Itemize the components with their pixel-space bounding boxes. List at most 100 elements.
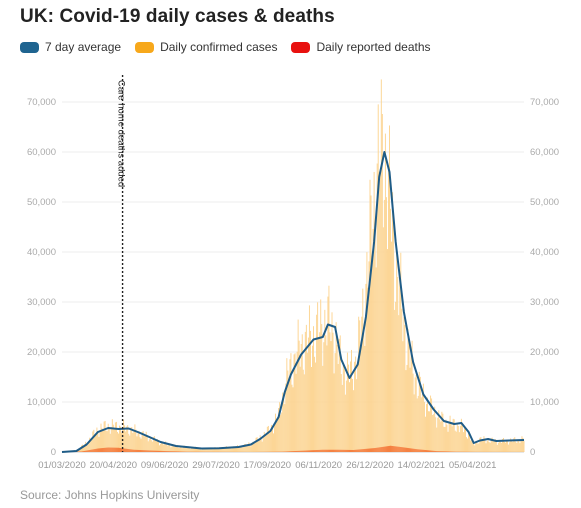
y-tick-label-right: 40,000 xyxy=(530,247,559,258)
cases-bar xyxy=(153,436,155,452)
cases-bar xyxy=(216,448,218,452)
deaths-bar xyxy=(94,449,96,452)
cases-bar xyxy=(396,248,398,452)
cases-bar xyxy=(453,419,455,452)
cases-bar xyxy=(220,448,222,452)
cases-bar xyxy=(251,443,253,452)
cases-bar xyxy=(101,428,103,452)
cases-bar xyxy=(325,335,327,452)
cases-bar xyxy=(481,440,483,452)
cases-bar xyxy=(509,442,511,452)
cases-bar xyxy=(281,412,283,452)
deaths-bar xyxy=(166,451,168,452)
deaths-bar xyxy=(142,450,144,452)
deaths-bar xyxy=(426,450,427,452)
cases-bar xyxy=(164,441,166,452)
cases-bar xyxy=(245,443,247,452)
x-tick-label: 20/04/2020 xyxy=(90,460,138,471)
cases-bar xyxy=(469,434,471,452)
cases-bar xyxy=(361,316,363,452)
cases-bar xyxy=(300,344,302,452)
deaths-bar xyxy=(108,447,110,452)
cases-bar xyxy=(186,446,188,452)
cases-bar xyxy=(205,448,207,452)
cases-bar xyxy=(207,447,209,452)
deaths-bar xyxy=(148,450,150,452)
legend-item-daily-reported-deaths[interactable]: Daily reported deaths xyxy=(291,40,431,54)
cases-bar xyxy=(402,341,404,452)
deaths-bar xyxy=(355,449,357,452)
cases-bar xyxy=(486,441,488,452)
annotation-label: Care home deaths added xyxy=(116,80,127,187)
cases-bar xyxy=(362,288,364,452)
cases-bar xyxy=(267,425,269,452)
cases-bar xyxy=(176,445,178,452)
deaths-bar xyxy=(159,450,160,452)
cases-bar xyxy=(355,356,357,452)
cases-bar xyxy=(82,444,83,452)
y-tick-label-left: 30,000 xyxy=(27,297,56,308)
cases-bar xyxy=(177,447,179,452)
cases-bar xyxy=(417,395,419,452)
chart-plot: 0 0 10,000 10,000 20,000 20,000 30,000 30,000 40… xyxy=(27,75,559,471)
deaths-bar xyxy=(384,446,386,452)
cases-bar xyxy=(95,433,97,452)
chart-title: UK: Covid-19 daily cases & deaths xyxy=(20,6,335,27)
deaths-bar xyxy=(327,449,329,452)
deaths-bar xyxy=(305,450,307,452)
deaths-bar xyxy=(315,450,317,452)
cases-bar xyxy=(272,427,273,452)
deaths-bar xyxy=(319,449,321,452)
cases-bar xyxy=(92,431,94,452)
cases-bar xyxy=(454,430,456,452)
deaths-bar xyxy=(163,450,165,452)
cases-bar xyxy=(113,428,115,452)
x-tick-label: 06/11/2020 xyxy=(295,460,342,471)
legend-item-7-day-average[interactable]: 7 day average xyxy=(20,40,121,54)
cases-bar xyxy=(394,309,396,452)
deaths-bar xyxy=(158,450,159,452)
deaths-bar xyxy=(299,450,301,452)
cases-bar xyxy=(510,438,512,452)
cases-bar xyxy=(519,443,521,452)
deaths-bar xyxy=(416,449,418,452)
cases-bar xyxy=(106,431,108,452)
cases-bar xyxy=(275,413,277,452)
legend-item-daily-confirmed-cases[interactable]: Daily confirmed cases xyxy=(135,40,277,54)
cases-bar xyxy=(80,448,81,452)
cases-bar xyxy=(309,330,311,452)
deaths-bar xyxy=(130,449,132,452)
deaths-bar xyxy=(82,451,83,452)
cases-bar xyxy=(507,441,509,452)
cases-bar xyxy=(289,359,291,452)
cases-bar xyxy=(340,374,342,452)
cases-bar xyxy=(449,415,451,452)
cases-bar xyxy=(107,423,109,452)
cases-bar xyxy=(124,425,126,452)
cases-bar xyxy=(347,364,349,452)
deaths-bar xyxy=(291,451,293,452)
cases-bar xyxy=(513,438,515,452)
cases-bar xyxy=(242,447,244,452)
y-tick-label-right: 10,000 xyxy=(530,397,559,408)
cases-bar xyxy=(315,362,317,452)
cases-bar xyxy=(208,449,210,452)
cases-bar xyxy=(209,448,211,452)
cases-bar xyxy=(404,324,406,452)
deaths-bar xyxy=(433,450,435,452)
deaths-bar xyxy=(133,449,135,452)
deaths-bar xyxy=(126,448,128,452)
deaths-bar xyxy=(127,448,129,452)
deaths-bar xyxy=(365,448,367,452)
deaths-bar xyxy=(87,450,89,452)
deaths-bar xyxy=(428,450,429,452)
deaths-bar xyxy=(101,448,103,452)
cases-bar xyxy=(522,437,524,452)
cases-bar xyxy=(512,441,514,452)
legend-label-daily-reported-deaths: Daily reported deaths xyxy=(316,40,431,54)
deaths-bar xyxy=(128,449,130,452)
cases-bar xyxy=(214,447,216,452)
cases-bar xyxy=(241,445,243,452)
cases-bar xyxy=(161,441,163,452)
cases-bar xyxy=(282,392,284,452)
